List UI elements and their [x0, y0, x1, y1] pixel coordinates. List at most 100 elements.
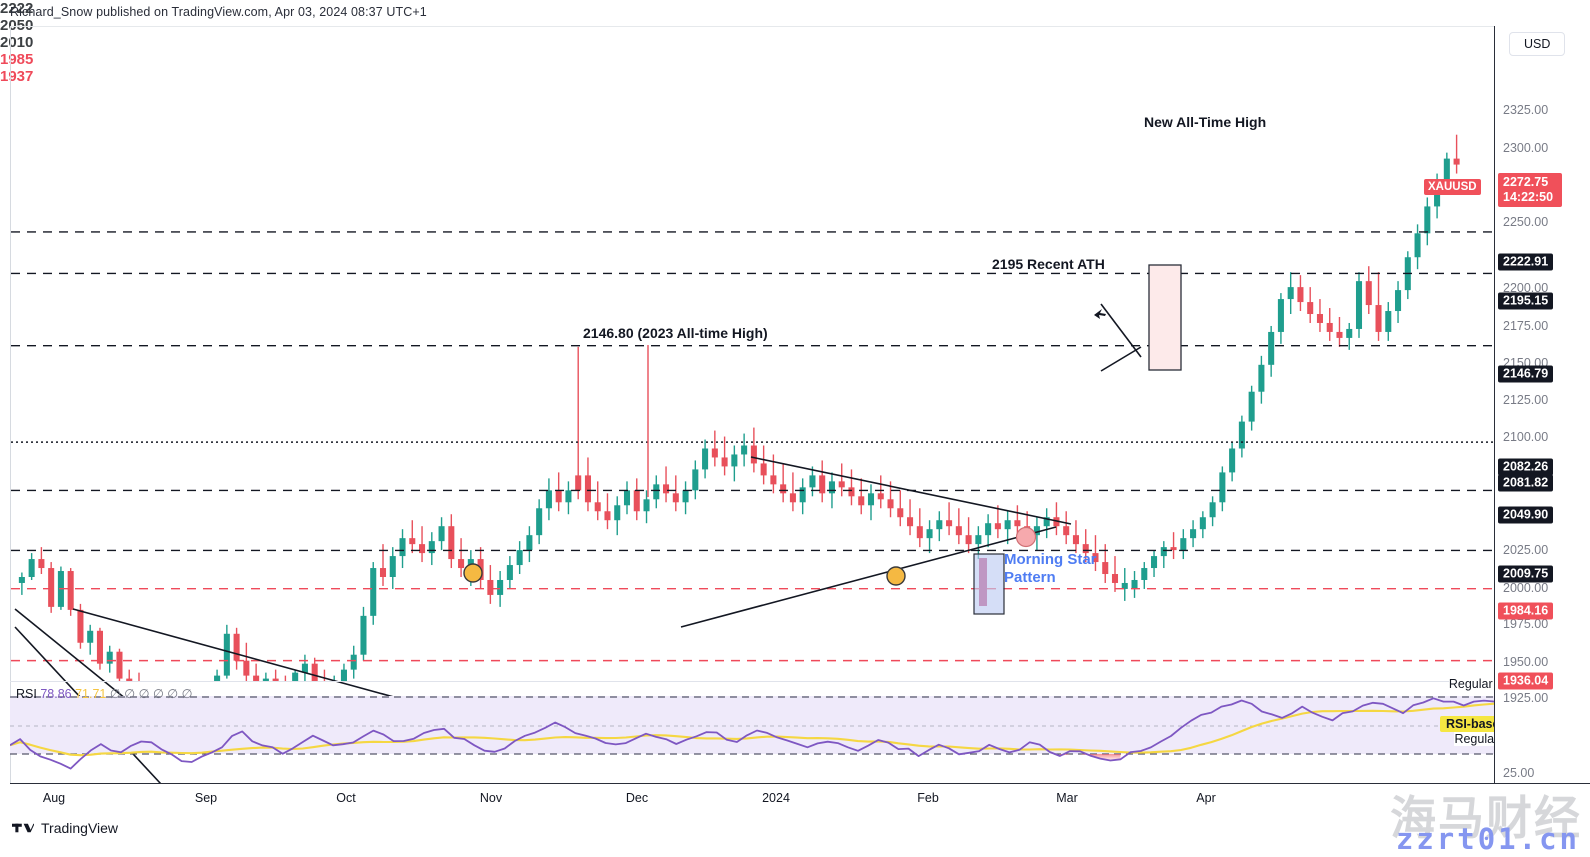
candle-body	[721, 457, 728, 467]
trendlines	[14, 303, 1142, 784]
candle-body	[1199, 517, 1206, 530]
price-tick: 2250.00	[1503, 215, 1549, 229]
tradingview-logo[interactable]: TradingView	[12, 820, 118, 836]
candle-body	[370, 568, 377, 616]
rsi-indicator-pane[interactable]: RSI 78.86 71.71 ∅ ∅ ∅ ∅ ∅ ∅	[10, 681, 1494, 783]
candle-body	[1395, 290, 1402, 312]
candle-body	[1131, 579, 1138, 589]
candle-body	[38, 559, 45, 569]
price-chart-area[interactable]	[10, 26, 1495, 784]
candle-body	[1092, 553, 1099, 563]
candle-body	[1082, 544, 1089, 554]
rsi-legend-title: RSI	[16, 687, 37, 701]
candle-body	[419, 544, 426, 554]
candle-body	[614, 505, 621, 521]
candle-body	[985, 523, 992, 536]
candle-body	[497, 579, 504, 595]
price-tick: 2200.00	[1503, 281, 1549, 295]
bearish-pattern-box	[1148, 264, 1182, 371]
candle-body	[1297, 287, 1304, 303]
candle-body	[780, 484, 787, 494]
candle-body	[916, 526, 923, 539]
candle-body	[799, 487, 806, 503]
candle-body	[545, 490, 552, 509]
price-level-badge: 2146.79	[1498, 365, 1554, 383]
candle-body	[907, 517, 914, 527]
candle-body	[311, 663, 318, 682]
candle-body	[1414, 233, 1421, 258]
candle-body	[858, 496, 865, 506]
candle-body	[1170, 547, 1177, 551]
candle-body	[1385, 311, 1392, 332]
price-tick: 2300.00	[1503, 141, 1549, 155]
publish-byline: Richard_Snow published on TradingView.co…	[10, 5, 427, 19]
candle-body	[848, 487, 855, 497]
ath-2023-label: 2146.80 (2023 All-time High)	[583, 325, 768, 341]
candle-body	[1102, 562, 1109, 575]
candle-body	[243, 660, 250, 676]
price-level-badge: 2222.91	[1498, 253, 1554, 271]
time-tick: Aug	[42, 791, 66, 805]
candle-body	[448, 526, 455, 560]
time-scale[interactable]: Aug Sep Oct Nov Dec 2024 Feb Mar Apr	[10, 783, 1590, 813]
candlestick-svg	[11, 134, 1495, 784]
candle-body	[428, 541, 435, 554]
candle-body	[750, 445, 757, 464]
candle-body	[536, 508, 543, 536]
price-level-badge: 2195.15	[1498, 292, 1554, 310]
candle-body	[438, 526, 445, 542]
candle-body	[301, 663, 308, 673]
candle-body	[1316, 314, 1323, 323]
time-tick: Nov	[479, 791, 503, 805]
candle-body	[409, 538, 416, 545]
level-1985-label: 1985	[0, 51, 34, 68]
pivot-marker-2	[886, 566, 906, 586]
candle-body	[116, 651, 123, 679]
candle-body	[1287, 287, 1294, 300]
tradingview-wordmark: TradingView	[41, 820, 119, 836]
candle-body	[877, 493, 884, 500]
candle-body	[604, 511, 611, 521]
candle-body	[663, 484, 670, 494]
candle-body	[526, 535, 533, 551]
candle-body	[126, 678, 133, 682]
candle-body	[653, 484, 660, 500]
level-2010-label: 2010	[0, 34, 34, 51]
candle-body	[1443, 158, 1450, 183]
candle-body	[975, 535, 982, 545]
price-level-badge: 2081.82	[1498, 474, 1554, 492]
candle-body	[946, 520, 953, 527]
morning-star-label: Morning Star Pattern	[1004, 551, 1097, 586]
price-level-badge: 1936.04	[1498, 672, 1554, 690]
price-tick: 2325.00	[1503, 103, 1549, 117]
level-1937-label: 1937	[0, 68, 34, 85]
candle-body	[1180, 538, 1187, 551]
new-ath-label: New All-Time High	[1144, 114, 1267, 130]
candle-body	[506, 565, 513, 580]
candle-body	[643, 499, 650, 512]
candle-body	[1355, 281, 1363, 329]
candle-body	[1151, 556, 1158, 569]
candle-body	[711, 448, 718, 458]
price-tick: 1975.00	[1503, 617, 1549, 631]
candle-body	[565, 490, 572, 503]
candle-body	[487, 579, 494, 595]
rsi-scale-label: 25.00	[1503, 766, 1535, 780]
candle-body	[1258, 364, 1265, 392]
candle-body	[18, 577, 25, 583]
price-tick: 2125.00	[1503, 393, 1549, 407]
candle-body	[48, 568, 55, 607]
candle-body	[1238, 421, 1245, 449]
price-scale[interactable]: USD 2325.002300.002250.002225.002200.002…	[1494, 26, 1590, 783]
price-tick: 2025.00	[1503, 543, 1549, 557]
candle-body	[223, 633, 230, 676]
candle-body	[87, 630, 94, 643]
currency-pill[interactable]: USD	[1509, 32, 1566, 56]
price-tick: 1950.00	[1503, 655, 1549, 669]
time-tick: Mar	[1056, 791, 1078, 805]
rsi-band	[10, 696, 1494, 754]
candle-body	[1043, 517, 1050, 527]
price-tick: 2100.00	[1503, 430, 1549, 444]
candle-body	[516, 550, 523, 566]
candle-body	[926, 529, 933, 539]
